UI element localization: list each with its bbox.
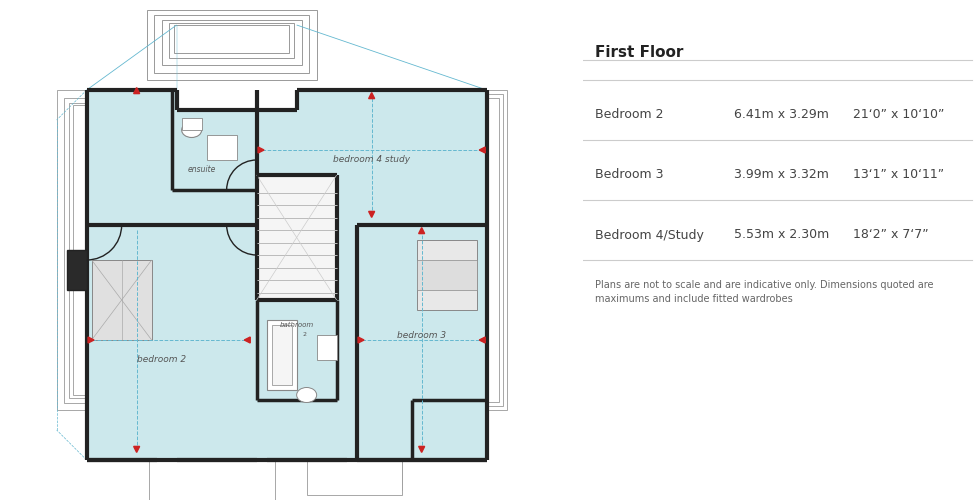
Text: First Floor: First Floor (595, 45, 683, 60)
Bar (64, 98, 86, 403)
Polygon shape (86, 90, 487, 460)
Polygon shape (368, 92, 374, 98)
Bar (307, 460, 402, 495)
Text: Bedroom 3: Bedroom 3 (595, 168, 663, 181)
Bar (92, 260, 152, 340)
Polygon shape (479, 337, 485, 343)
Text: ensuite: ensuite (187, 166, 216, 174)
Bar (70, 102, 86, 398)
Polygon shape (133, 446, 140, 452)
Bar (317, 335, 337, 360)
Bar (267, 320, 297, 390)
Text: 13‘1” x 10‘11”: 13‘1” x 10‘11” (853, 168, 944, 181)
Bar (176, 90, 297, 110)
Bar (147, 10, 317, 80)
Bar (155, 460, 269, 497)
Polygon shape (368, 212, 374, 218)
Text: Bedroom 4/Study: Bedroom 4/Study (595, 228, 704, 241)
Bar (67, 250, 86, 290)
Bar (487, 98, 499, 402)
Text: Plans are not to scale and are indicative only. Dimensions quoted are
maximums a: Plans are not to scale and are indicativ… (595, 280, 934, 304)
Bar (73, 105, 87, 395)
Text: 3.99m x 3.32m: 3.99m x 3.32m (734, 168, 829, 181)
Bar (257, 175, 337, 300)
Bar (167, 460, 257, 485)
Bar (317, 460, 402, 485)
Text: 6.41m x 3.29m: 6.41m x 3.29m (734, 108, 829, 122)
Polygon shape (258, 147, 264, 153)
Text: bedroom 3: bedroom 3 (397, 330, 446, 340)
Text: 21‘0” x 10‘10”: 21‘0” x 10‘10” (853, 108, 945, 122)
Polygon shape (244, 337, 250, 343)
Bar (154, 15, 309, 72)
Text: 2: 2 (302, 332, 306, 338)
Bar (161, 460, 263, 491)
Text: 5.53m x 2.30m: 5.53m x 2.30m (734, 228, 829, 241)
Polygon shape (358, 337, 364, 343)
Bar (57, 90, 86, 410)
Text: bedroom 2: bedroom 2 (137, 356, 186, 364)
Polygon shape (418, 228, 424, 234)
Bar (174, 25, 289, 52)
Bar (487, 90, 507, 410)
Bar (162, 20, 302, 65)
Text: 18‘2” x 7‘7”: 18‘2” x 7‘7” (853, 228, 929, 241)
Bar (271, 325, 292, 385)
Polygon shape (418, 446, 424, 452)
Bar (170, 22, 294, 58)
Bar (181, 118, 202, 130)
Ellipse shape (181, 122, 202, 138)
Ellipse shape (297, 388, 317, 402)
Bar (416, 240, 476, 310)
Bar (149, 460, 274, 500)
Polygon shape (133, 88, 140, 94)
Bar (487, 94, 503, 406)
Text: bedroom 4 study: bedroom 4 study (333, 156, 411, 164)
Text: Bedroom 2: Bedroom 2 (595, 108, 663, 122)
Text: bathroom: bathroom (279, 322, 314, 328)
Bar (416, 260, 476, 290)
Polygon shape (479, 147, 485, 153)
Bar (321, 460, 402, 480)
Bar (207, 135, 236, 160)
Bar (312, 460, 402, 490)
Polygon shape (88, 337, 94, 343)
